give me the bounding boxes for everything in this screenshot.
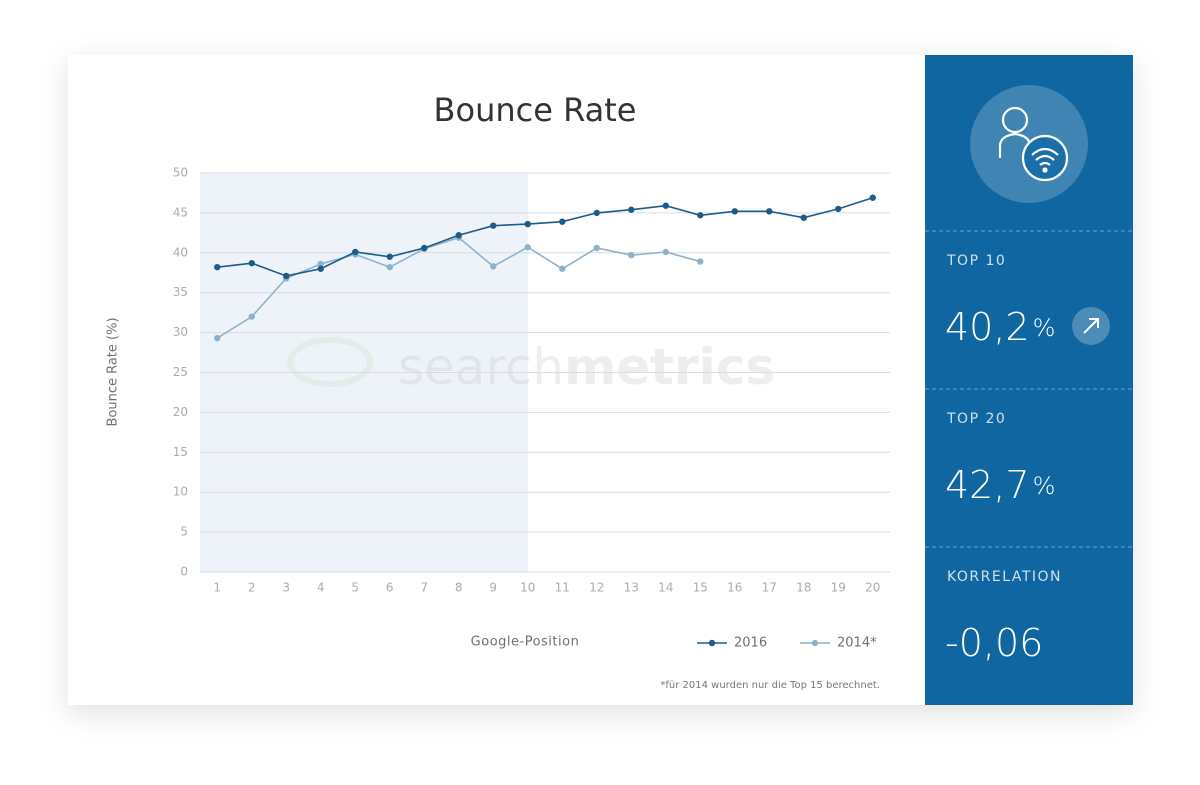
x-tick-label: 16 [727,581,742,595]
stat-number: -0,06 [945,621,1043,665]
stat-value: 40,2% [945,305,1055,349]
y-tick-label: 30 [173,325,188,339]
data-point [455,232,462,239]
watermark-logo [287,337,373,387]
data-point [731,208,738,215]
data-point [524,244,531,251]
watermark: searchmetrics [287,337,775,396]
stat-value: 42,7% [945,463,1055,507]
watermark-text: searchmetrics [398,338,775,396]
legend-label: 2014* [837,636,877,651]
y-tick-label: 40 [173,245,188,259]
watermark-light: search [398,338,564,396]
legend-dot [811,639,819,647]
x-tick-label: 7 [420,581,428,595]
data-point [662,202,669,209]
y-axis-label: Bounce Rate (%) [106,317,121,426]
data-point [214,334,221,342]
data-point [559,218,566,225]
x-tick-label: 5 [351,581,359,595]
stat-unit: % [1033,314,1056,342]
x-tick-label: 12 [589,581,604,595]
x-tick-label: 6 [386,581,394,595]
x-tick-label: 15 [693,581,708,595]
legend-dot [708,639,716,647]
data-point [214,263,221,271]
y-tick-label: 15 [173,445,188,459]
data-point [352,248,359,256]
data-point [386,263,393,271]
x-tick-label: 17 [762,581,777,595]
stat-number: 40,2 [945,305,1030,349]
data-point [800,214,807,221]
data-point [766,208,773,215]
y-tick-label: 50 [173,166,188,180]
data-point [283,272,290,280]
stat-unit: % [1033,472,1056,500]
x-tick-label: 9 [489,581,497,595]
data-point [593,209,600,217]
y-tick-label: 5 [180,525,188,539]
stats: TOP 10 40,2 % TOP 20 42,7 % KORRELATION -0,06 [945,253,1062,665]
data-point [869,194,876,201]
data-point [490,222,497,229]
footnote: *für 2014 wurden nur die Top 15 berechne… [660,680,880,691]
y-tick-label: 0 [180,565,188,579]
series-line [217,196,873,277]
data-point [248,313,255,320]
data-point [628,206,635,213]
y-tick-label: 25 [173,365,188,379]
data-point [628,251,635,259]
x-tick-label: 10 [520,581,535,595]
x-tick-label: 18 [796,581,811,595]
data-point [835,205,842,213]
x-tick-label: 1 [213,581,221,595]
data-point [524,220,531,228]
x-tick-label: 2 [248,581,256,595]
x-axis-label: Google-Position [471,635,580,650]
stat-number: 42,7 [945,463,1030,507]
stat-label: TOP 10 [946,253,1006,269]
data-point [697,212,704,219]
watermark-bold: metrics [564,338,775,396]
data-point [593,244,600,252]
y-tick-label: 35 [173,285,188,299]
x-tick-label: 11 [555,581,570,595]
trend-arrow [1083,318,1099,334]
x-tick-label: 8 [455,581,463,595]
x-tick-label: 14 [658,581,673,595]
data-point [662,248,669,256]
x-tick-label: 13 [624,581,639,595]
x-tick-label: 19 [831,581,846,595]
data-point [386,253,393,260]
y-tick-label: 45 [173,205,188,219]
chart-title: Bounce Rate [434,91,637,129]
legend-label: 2016 [734,636,767,651]
x-tick-label: 3 [282,581,290,595]
data-point [248,259,255,267]
data-point [559,265,566,272]
y-tick-label: 20 [173,405,188,419]
person-icon [998,106,1069,182]
data-point [421,244,428,252]
stat-value: -0,06 [945,621,1043,665]
data-point [317,260,324,268]
data-point [317,265,324,272]
data-point [697,258,704,265]
x-tick-label: 20 [865,581,880,595]
stat-label: KORRELATION [947,569,1062,585]
x-tick-label: 4 [317,581,325,595]
stat-label: TOP 20 [946,411,1006,427]
data-point [490,263,497,270]
y-tick-label: 10 [173,485,188,499]
